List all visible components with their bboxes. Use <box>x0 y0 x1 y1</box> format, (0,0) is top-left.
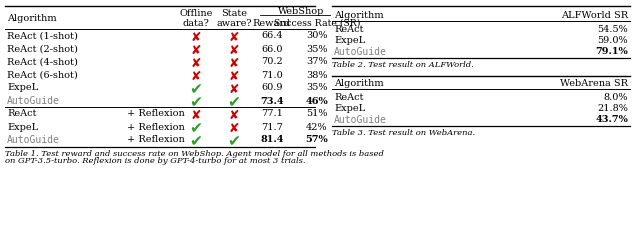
Text: 35%: 35% <box>307 44 328 54</box>
Text: 71.0: 71.0 <box>261 70 283 80</box>
Text: 43.7%: 43.7% <box>595 116 628 124</box>
Text: Table 1. Test reward and success rate on WebShop. Agent model for all methods is: Table 1. Test reward and success rate on… <box>5 150 384 158</box>
Text: + Reflexion: + Reflexion <box>127 110 185 119</box>
Text: 73.4: 73.4 <box>260 96 284 105</box>
Text: Algorithm: Algorithm <box>334 79 383 88</box>
Text: aware?: aware? <box>216 19 252 28</box>
Text: 51%: 51% <box>307 110 328 119</box>
Text: on GPT-3.5-turbo. Reflexion is done by GPT-4-turbo for at most 3 trials.: on GPT-3.5-turbo. Reflexion is done by G… <box>5 157 305 165</box>
Text: ReAct: ReAct <box>334 93 364 101</box>
Text: 35%: 35% <box>307 84 328 93</box>
Text: + Reflexion: + Reflexion <box>127 123 185 131</box>
Text: 60.9: 60.9 <box>261 84 283 93</box>
Text: 77.1: 77.1 <box>261 110 283 119</box>
Text: Algorithm: Algorithm <box>7 14 56 23</box>
Text: 66.0: 66.0 <box>261 44 283 54</box>
Text: Table 3. Test result on WebArena.: Table 3. Test result on WebArena. <box>332 129 475 137</box>
Text: ReAct (2-shot): ReAct (2-shot) <box>7 44 78 54</box>
Text: WebArena SR: WebArena SR <box>560 79 628 88</box>
Text: 71.7: 71.7 <box>261 123 283 131</box>
Text: 21.8%: 21.8% <box>597 104 628 113</box>
Text: 38%: 38% <box>307 70 328 80</box>
Text: ReAct: ReAct <box>7 110 36 119</box>
Text: ExpeL: ExpeL <box>7 123 38 131</box>
Text: AutoGuide: AutoGuide <box>334 115 387 125</box>
Text: 70.2: 70.2 <box>261 58 283 66</box>
Text: Algorithm: Algorithm <box>334 10 383 20</box>
Text: ReAct (4-shot): ReAct (4-shot) <box>7 58 78 66</box>
Text: 46%: 46% <box>306 96 328 105</box>
Text: 57%: 57% <box>306 135 328 145</box>
Text: AutoGuide: AutoGuide <box>7 96 60 106</box>
Text: Success Rate (SR): Success Rate (SR) <box>274 19 360 28</box>
Text: 66.4: 66.4 <box>261 31 283 40</box>
Text: 30%: 30% <box>307 31 328 40</box>
Text: 81.4: 81.4 <box>260 135 284 145</box>
Text: data?: data? <box>182 19 209 28</box>
Text: 42%: 42% <box>306 123 328 131</box>
Text: 54.5%: 54.5% <box>597 25 628 33</box>
Text: ReAct: ReAct <box>334 25 364 33</box>
Text: State: State <box>221 9 247 19</box>
Text: 8.0%: 8.0% <box>604 93 628 101</box>
Text: Reward: Reward <box>253 19 291 28</box>
Text: ExpeL: ExpeL <box>7 84 38 93</box>
Text: 59.0%: 59.0% <box>597 36 628 45</box>
Text: ReAct (6-shot): ReAct (6-shot) <box>7 70 77 80</box>
Text: Table 2. Test result on ALFWorld.: Table 2. Test result on ALFWorld. <box>332 61 474 69</box>
Text: + Reflexion: + Reflexion <box>127 135 185 145</box>
Text: AutoGuide: AutoGuide <box>7 135 60 145</box>
Text: WebShop: WebShop <box>278 6 324 15</box>
Text: ALFWorld SR: ALFWorld SR <box>561 10 628 20</box>
Text: Offline: Offline <box>179 9 212 19</box>
Text: ReAct (1-shot): ReAct (1-shot) <box>7 31 78 40</box>
Text: 37%: 37% <box>306 58 328 66</box>
Text: ExpeL: ExpeL <box>334 104 365 113</box>
Text: AutoGuide: AutoGuide <box>334 47 387 57</box>
Text: ExpeL: ExpeL <box>334 36 365 45</box>
Text: 79.1%: 79.1% <box>595 48 628 57</box>
